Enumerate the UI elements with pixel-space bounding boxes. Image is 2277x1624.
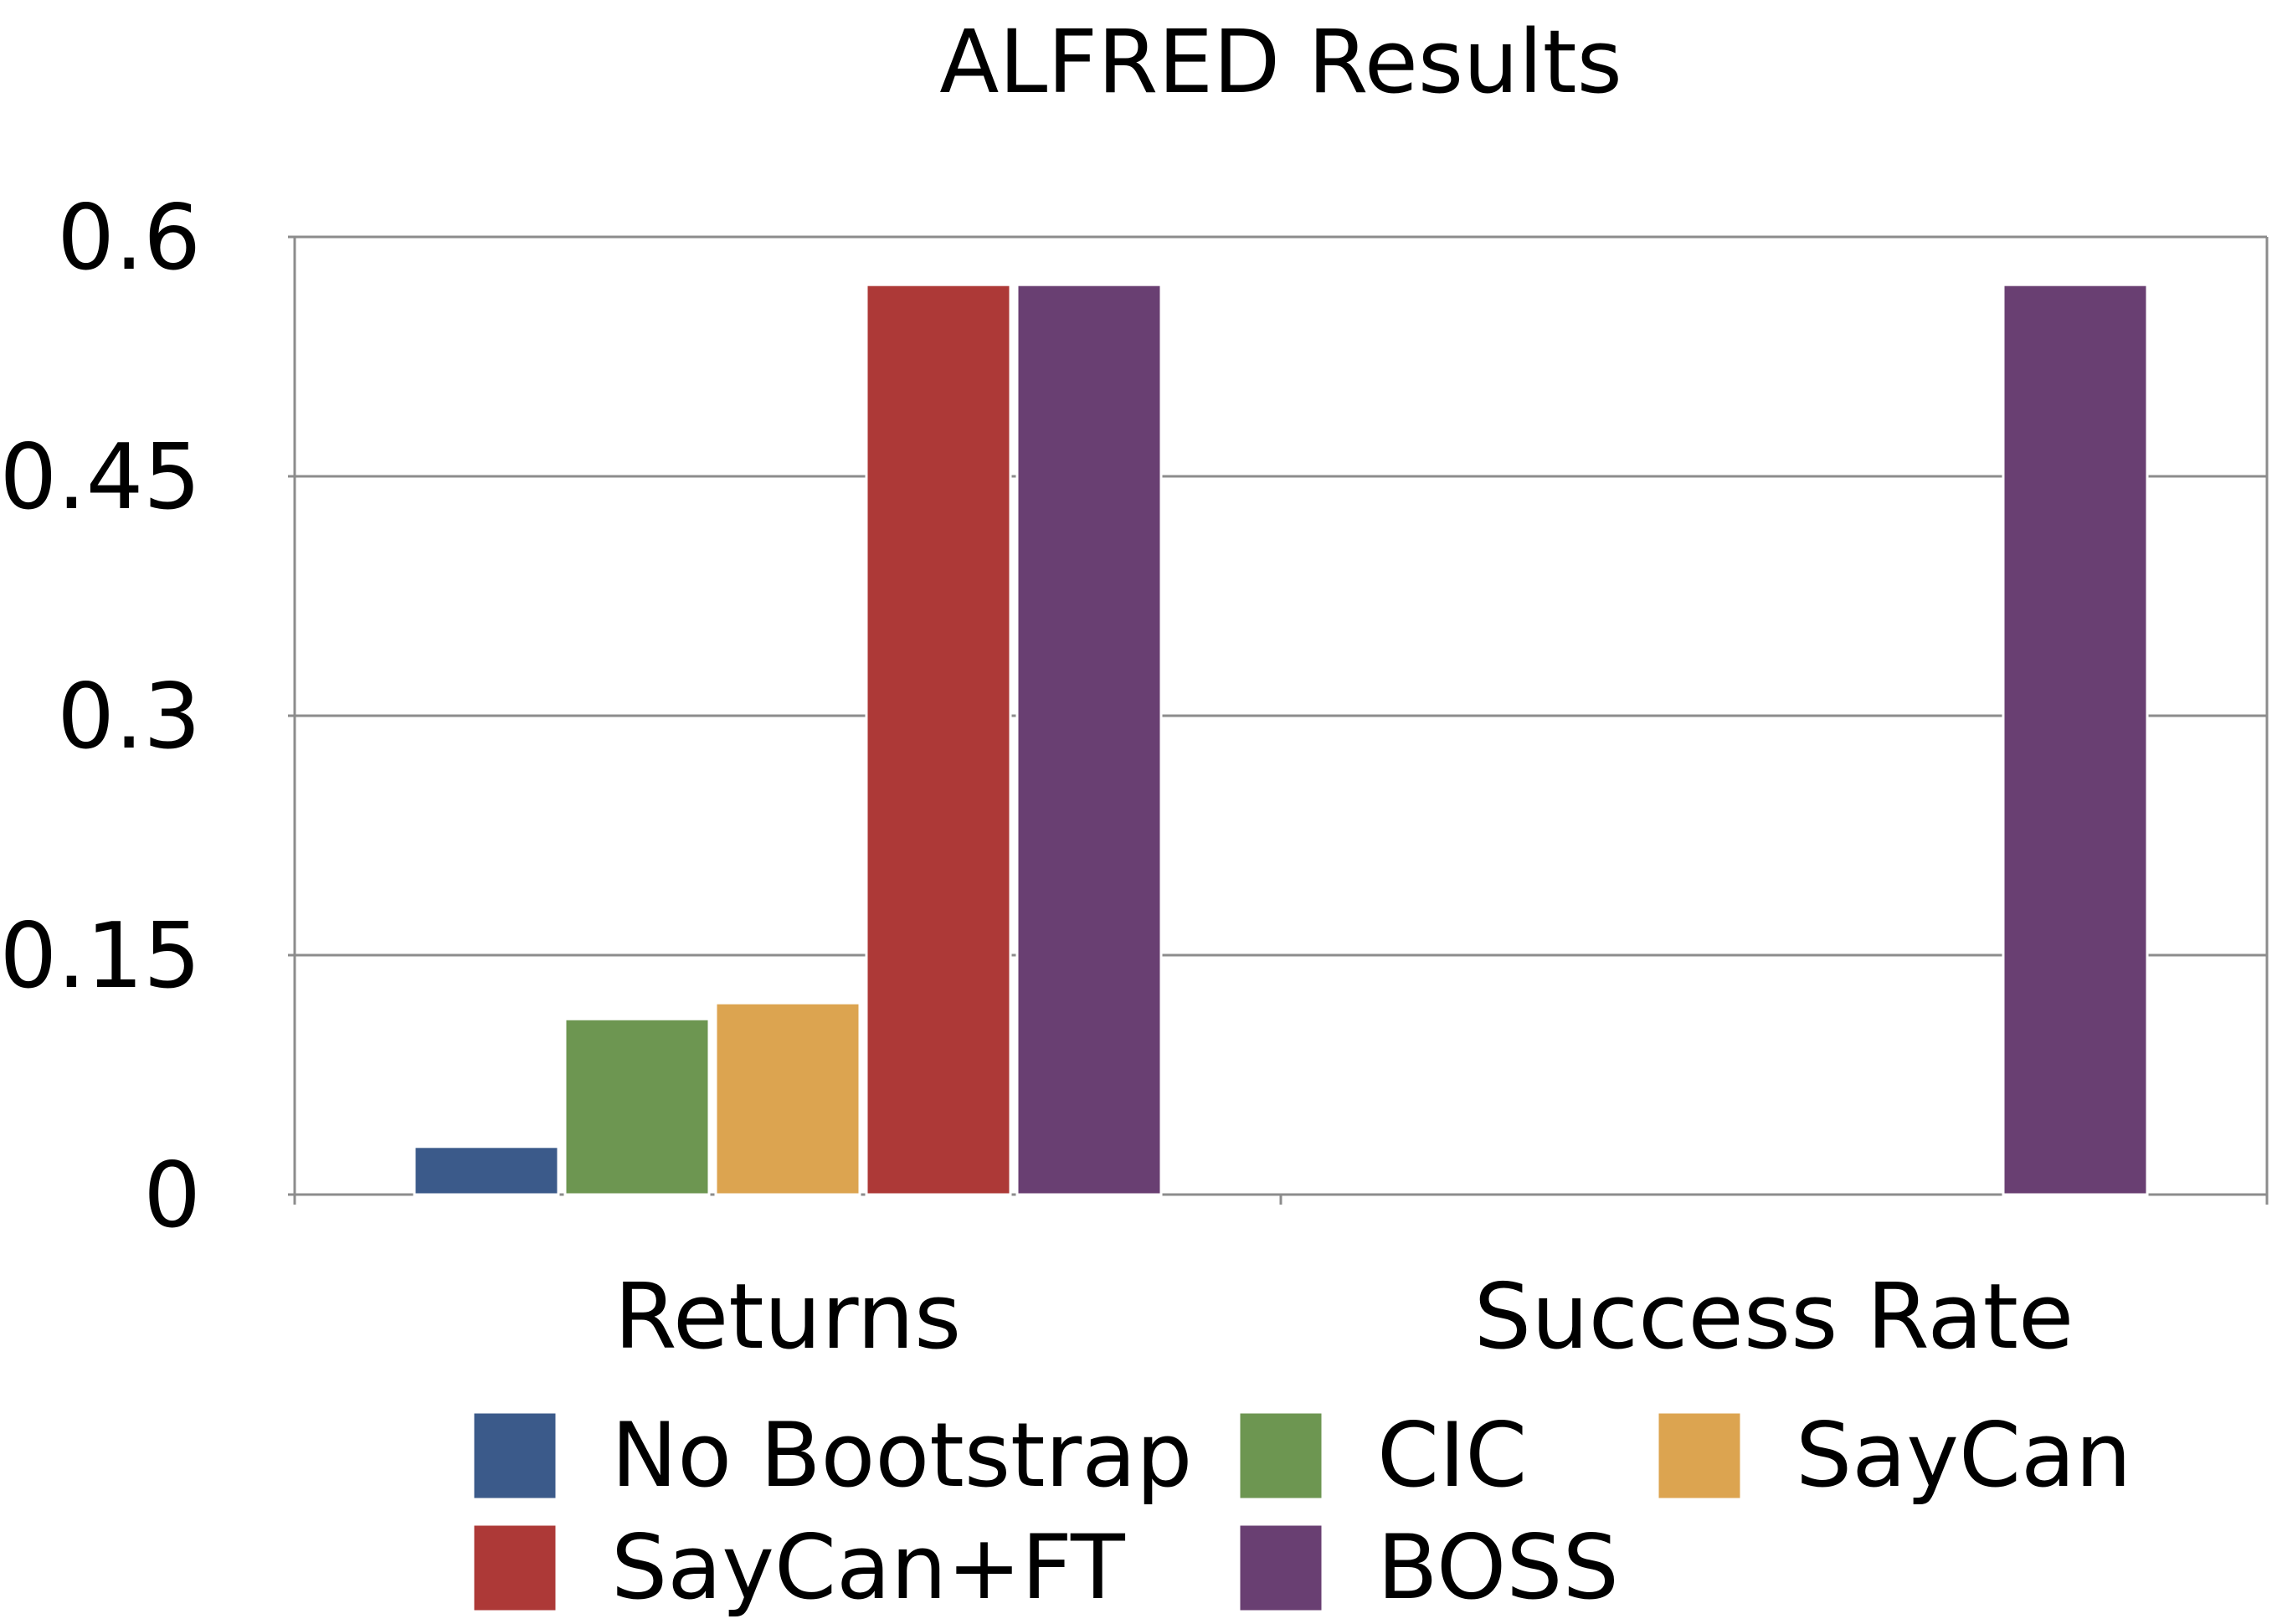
y-tick-label: 0.6	[57, 186, 201, 290]
category-label: Returns	[614, 1265, 962, 1370]
y-tick-label: 0	[143, 1143, 201, 1248]
y-tick-labels: 0 0.15 0.3 0.45 0.6	[0, 186, 201, 1248]
legend-label: SayCan	[1796, 1404, 2131, 1507]
legend-swatch	[1237, 1523, 1324, 1613]
bars	[413, 283, 2149, 1196]
legend-label: No Bootstrap	[611, 1404, 1192, 1507]
bar-cic-returns	[563, 1017, 711, 1196]
chart-title: ALFRED Results	[939, 11, 1622, 113]
legend-swatch	[471, 1523, 558, 1613]
legend-label: SayCan+FT	[611, 1516, 1126, 1619]
legend: No Bootstrap CIC SayCan SayCan+FT BOSS	[471, 1404, 2131, 1619]
bar-boss-success-rate	[2002, 283, 2149, 1196]
y-tick-label: 0.45	[0, 425, 201, 530]
legend-swatch	[471, 1411, 558, 1501]
legend-swatch	[1656, 1411, 1743, 1501]
bar-saycan-ft-returns	[865, 283, 1012, 1196]
category-label: Success Rate	[1474, 1265, 2074, 1370]
bar-no-bootstrap-returns	[413, 1145, 560, 1196]
legend-label: CIC	[1377, 1404, 1527, 1507]
y-tick-label: 0.15	[0, 904, 201, 1009]
bar-boss-returns	[1015, 283, 1163, 1196]
category-labels: Returns Success Rate	[614, 1265, 2074, 1370]
gridlines	[288, 235, 2267, 957]
y-tick-label: 0.3	[57, 665, 201, 769]
bar-saycan-returns	[714, 1001, 861, 1196]
legend-swatch	[1237, 1411, 1324, 1501]
legend-label: BOSS	[1377, 1516, 1619, 1619]
